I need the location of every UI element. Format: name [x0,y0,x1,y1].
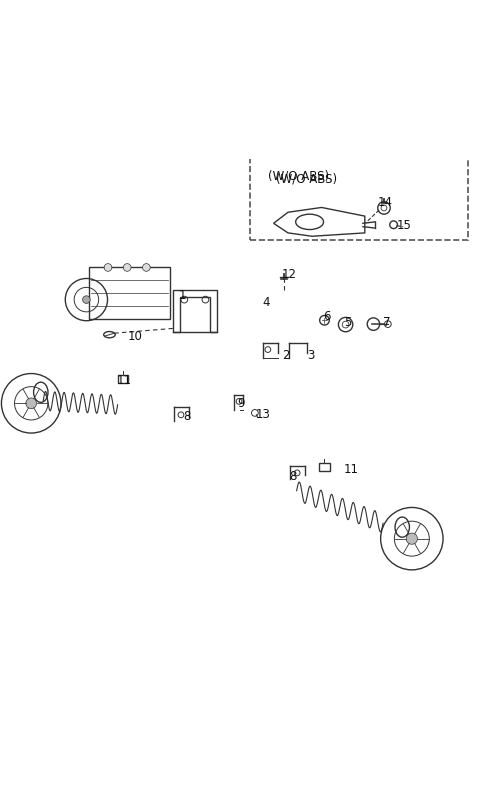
Text: 8: 8 [183,410,191,423]
Text: 10: 10 [128,330,143,343]
Bar [118,375,128,383]
Text: 9: 9 [237,397,245,410]
Text: 11: 11 [344,463,359,476]
Text: 14: 14 [377,196,393,209]
Text: 1: 1 [179,289,186,302]
Text: 12: 12 [281,268,297,281]
Circle shape [406,533,418,544]
Text: 5: 5 [344,316,352,329]
Circle shape [26,398,36,409]
Circle shape [123,264,131,271]
Text: 8: 8 [289,469,297,483]
Circle shape [83,296,90,304]
Text: 4: 4 [263,296,270,309]
Bar [89,268,170,320]
Bar [319,463,330,472]
Circle shape [104,264,112,271]
Text: 13: 13 [256,408,270,422]
Text: 2: 2 [282,349,289,362]
Text: 15: 15 [397,219,411,232]
Text: 6: 6 [324,310,331,324]
Text: 11: 11 [116,374,132,387]
Circle shape [143,264,150,271]
Text: (W/O ABS): (W/O ABS) [268,169,329,183]
Text: (W/O ABS): (W/O ABS) [276,172,337,185]
Text: 7: 7 [383,316,390,329]
Text: 3: 3 [307,349,315,362]
